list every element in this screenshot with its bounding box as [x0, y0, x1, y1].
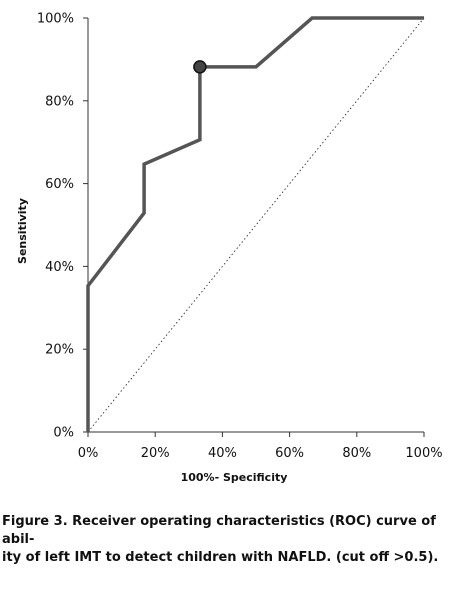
roc-chart: 0% 20% 40% 60% 80% 100% 0% 20% 40% 60% 80% 100% 100… [16, 12, 443, 485]
y-axis-label: Sensitivity [16, 198, 29, 264]
x-axis-label: 100%- Specificity [181, 471, 288, 484]
cutoff-point-marker [193, 60, 207, 74]
y-tick-label: 100% [37, 12, 74, 27]
x-tick-label: 80% [342, 446, 371, 461]
y-tick-label: 0% [53, 426, 74, 441]
x-tick-label: 60% [275, 446, 304, 461]
x-tick-label: 40% [208, 446, 237, 461]
y-tick-label: 80% [45, 94, 74, 109]
y-tick-label: 40% [45, 260, 74, 275]
y-tick-label: 20% [45, 343, 74, 358]
y-tick-label: 60% [45, 177, 74, 192]
tick-marks [83, 17, 425, 437]
x-tick-label: 0% [78, 446, 99, 461]
roc-curve-line [86, 16, 424, 432]
figure-caption: Figure 3. Receiver operating characteris… [2, 514, 439, 565]
tick-labels: 0% 20% 40% 60% 80% 100% 0% 20% 40% 60% 80% 100% [37, 12, 443, 462]
x-tick-label: 20% [141, 446, 170, 461]
x-tick-label: 100% [405, 446, 442, 461]
reference-diagonal-line [87, 17, 425, 433]
